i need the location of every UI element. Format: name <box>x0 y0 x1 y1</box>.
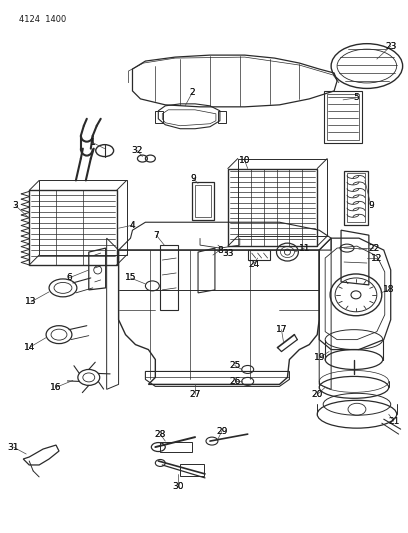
Bar <box>192 182 214 220</box>
Text: 21: 21 <box>388 417 399 426</box>
Text: 4124  1400: 4124 1400 <box>19 15 67 25</box>
Bar <box>155 111 163 123</box>
Text: 17: 17 <box>276 325 287 334</box>
Bar <box>218 111 226 123</box>
Text: 29: 29 <box>216 426 228 435</box>
Bar <box>195 185 211 217</box>
Text: 25: 25 <box>229 361 240 370</box>
Text: 1: 1 <box>90 138 95 147</box>
Bar <box>347 173 365 222</box>
Text: 18: 18 <box>383 285 395 294</box>
Text: 23: 23 <box>385 42 397 51</box>
Text: 6: 6 <box>66 273 72 282</box>
Text: 16: 16 <box>50 383 62 392</box>
Text: 20: 20 <box>312 390 323 399</box>
Text: 1: 1 <box>90 138 95 147</box>
Text: 27: 27 <box>189 390 201 399</box>
Text: 25: 25 <box>229 361 240 370</box>
Text: 4: 4 <box>130 221 135 230</box>
Bar <box>344 171 368 225</box>
Bar <box>160 245 178 310</box>
Text: 24: 24 <box>248 260 259 269</box>
Bar <box>39 181 126 255</box>
Text: 21: 21 <box>388 417 399 426</box>
Text: 6: 6 <box>66 273 72 282</box>
Text: 32: 32 <box>132 146 143 155</box>
Text: 12: 12 <box>371 254 383 263</box>
Text: 30: 30 <box>173 482 184 491</box>
Text: 24: 24 <box>248 260 259 269</box>
Text: 18: 18 <box>383 285 395 294</box>
Bar <box>248 250 270 260</box>
Text: 10: 10 <box>239 156 251 165</box>
Text: 28: 28 <box>155 430 166 439</box>
Text: 8: 8 <box>217 246 223 255</box>
Bar <box>180 464 204 476</box>
Text: 30: 30 <box>173 482 184 491</box>
Text: 27: 27 <box>189 390 201 399</box>
Text: 23: 23 <box>385 42 397 51</box>
Text: 9: 9 <box>190 174 196 183</box>
Bar <box>29 190 117 265</box>
Bar <box>327 94 359 140</box>
Text: 8: 8 <box>217 246 223 255</box>
Text: 9: 9 <box>368 201 374 210</box>
Text: 33: 33 <box>222 248 234 257</box>
Text: 3: 3 <box>12 201 18 210</box>
Text: 9: 9 <box>368 201 374 210</box>
Text: 14: 14 <box>24 343 35 352</box>
Text: 10: 10 <box>239 156 251 165</box>
Text: 17: 17 <box>276 325 287 334</box>
Text: 15: 15 <box>125 273 136 282</box>
Text: 9: 9 <box>190 174 196 183</box>
Text: 16: 16 <box>50 383 62 392</box>
Text: 4: 4 <box>130 221 135 230</box>
Text: 28: 28 <box>155 430 166 439</box>
Text: 20: 20 <box>312 390 323 399</box>
Text: 32: 32 <box>132 146 143 155</box>
Text: 5: 5 <box>353 93 359 102</box>
Bar <box>238 158 327 236</box>
Text: 29: 29 <box>216 426 228 435</box>
Text: 13: 13 <box>25 297 37 306</box>
Text: 31: 31 <box>8 442 19 451</box>
Text: 33: 33 <box>222 248 234 257</box>
Text: 7: 7 <box>153 231 159 240</box>
Text: 11: 11 <box>299 244 310 253</box>
Text: 19: 19 <box>313 353 325 362</box>
Text: 31: 31 <box>8 442 19 451</box>
Text: 2: 2 <box>189 88 195 98</box>
Text: 15: 15 <box>125 273 136 282</box>
Text: 13: 13 <box>25 297 37 306</box>
Text: 19: 19 <box>313 353 325 362</box>
Text: 2: 2 <box>189 88 195 98</box>
Text: 26: 26 <box>229 377 240 386</box>
Text: 14: 14 <box>24 343 35 352</box>
Bar <box>324 91 362 143</box>
Text: 11: 11 <box>299 244 310 253</box>
Text: 22: 22 <box>368 244 379 253</box>
Text: 3: 3 <box>12 201 18 210</box>
Bar <box>228 168 317 246</box>
Text: 5: 5 <box>353 93 359 102</box>
Text: 26: 26 <box>229 377 240 386</box>
Text: 22: 22 <box>368 244 379 253</box>
Bar <box>160 442 192 452</box>
Text: 7: 7 <box>153 231 159 240</box>
Text: 12: 12 <box>371 254 383 263</box>
